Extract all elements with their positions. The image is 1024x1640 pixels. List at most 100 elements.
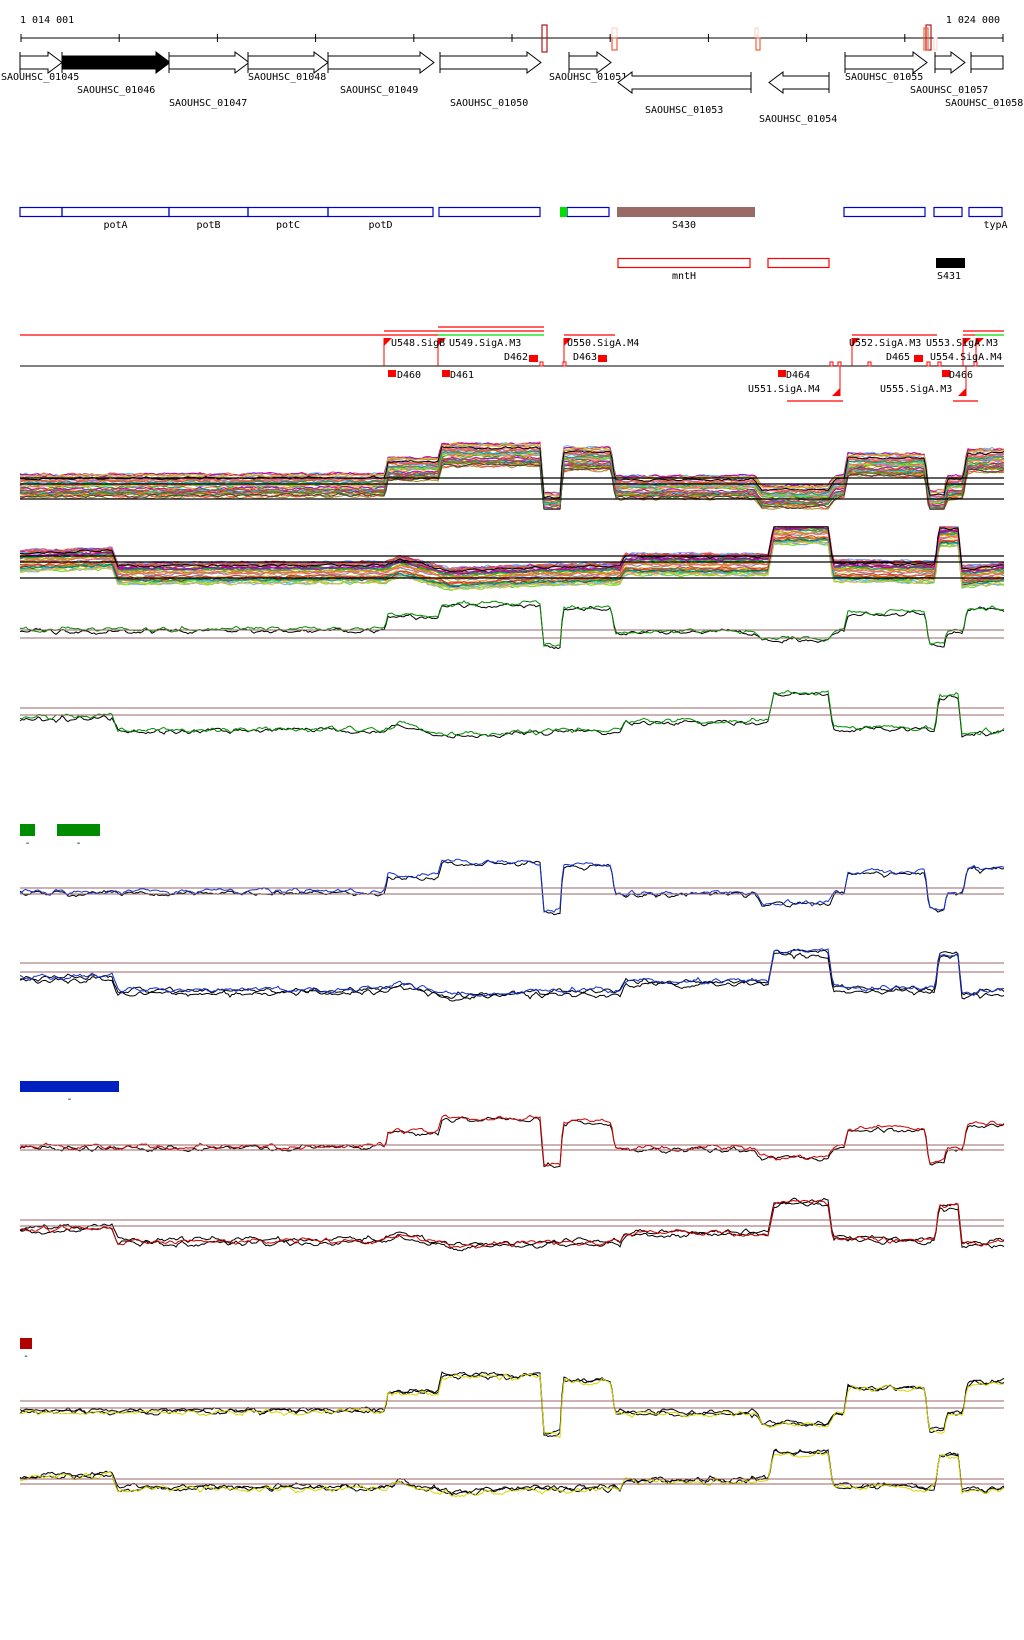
feature-box[interactable]: potB — [168, 206, 249, 232]
feature-green-block[interactable] — [560, 207, 567, 217]
signal-track-5[interactable] — [19, 858, 1005, 916]
signal-track-10[interactable] — [19, 1448, 1005, 1498]
tss-d-box[interactable] — [442, 370, 450, 377]
gene-saouhsc_01051[interactable]: SAOUHSC_01051 — [549, 51, 627, 83]
tss-small-mark — [829, 361, 834, 367]
gene-saouhsc_01045[interactable]: SAOUHSC_01045 — [1, 51, 79, 83]
signal-line — [19, 1451, 1005, 1498]
gene-saouhsc_01047[interactable]: SAOUHSC_01047 — [168, 51, 250, 109]
gene-label: SAOUHSC_01049 — [340, 85, 418, 96]
feature-box[interactable] — [566, 206, 610, 218]
signal-track-2[interactable] — [19, 526, 1005, 591]
gene-saouhsc_01053[interactable]: SAOUHSC_01053 — [617, 71, 752, 116]
feature-s430[interactable]: S430 — [617, 207, 755, 231]
tss-label[interactable]: D465 — [886, 352, 910, 363]
gene-saouhsc_01055[interactable]: SAOUHSC_01055 — [844, 51, 928, 83]
tss-small-mark — [867, 361, 872, 367]
feature-box[interactable] — [19, 206, 63, 218]
tss-flag-icon[interactable] — [963, 338, 971, 346]
gene-saouhsc_01054[interactable]: SAOUHSC_01054 — [759, 71, 837, 125]
tss-label[interactable]: U550.SigA.M4 — [567, 338, 639, 349]
signal-track-9[interactable] — [19, 1371, 1005, 1439]
tss-label[interactable]: D461 — [450, 370, 474, 381]
signal-track-7[interactable] — [19, 1114, 1005, 1169]
feature-box[interactable]: potD — [327, 206, 434, 232]
tss-label[interactable]: D466 — [949, 370, 973, 381]
signal-track-6[interactable] — [19, 948, 1005, 1002]
tss-label[interactable]: U549.SigA.M3 — [449, 338, 521, 349]
signal-marker[interactable] — [933, 37, 938, 51]
signal-marker[interactable] — [754, 27, 759, 37]
tss-flag-icon[interactable] — [564, 338, 572, 346]
tss-d-box[interactable] — [778, 370, 786, 377]
gene-saouhsc_01046[interactable]: SAOUHSC_01046 — [61, 51, 171, 96]
gene-saouhsc_01050[interactable]: SAOUHSC_01050 — [439, 51, 542, 109]
tss-d-box[interactable] — [388, 370, 396, 377]
tss-small-mark — [539, 361, 544, 367]
tss-flag-icon[interactable] — [958, 388, 966, 396]
legend-item[interactable]: - — [20, 824, 35, 849]
feature-outline — [327, 206, 434, 218]
gene-saouhsc_01048[interactable]: SAOUHSC_01048 — [247, 51, 329, 83]
feature-fill — [936, 258, 965, 268]
signal-line — [19, 1449, 1005, 1496]
feature-box[interactable]: typA — [968, 206, 1008, 232]
feature-outline — [843, 206, 926, 218]
feature-box[interactable] — [843, 206, 926, 218]
feature-mnth[interactable]: mntH — [617, 257, 751, 283]
signal-marker[interactable] — [611, 37, 618, 51]
gene-saouhsc_01058[interactable]: SAOUHSC_01058 — [945, 52, 1023, 109]
gene-label: SAOUHSC_01051 — [549, 72, 627, 83]
feature-box[interactable]: potA — [61, 206, 170, 232]
signal-line — [19, 1201, 1005, 1252]
tss-flag-icon[interactable] — [438, 338, 446, 346]
signal-marker[interactable] — [611, 27, 618, 51]
tss-flag-icon[interactable] — [976, 338, 984, 346]
tss-label[interactable]: U554.SigA.M4 — [930, 352, 1002, 363]
gene-label: SAOUHSC_01053 — [645, 105, 723, 116]
forward-arrow-icon — [247, 51, 329, 74]
gene-saouhsc_01057[interactable]: SAOUHSC_01057 — [910, 51, 988, 96]
tss-flag-icon[interactable] — [384, 338, 392, 346]
tss-label[interactable]: D460 — [397, 370, 421, 381]
tss-label[interactable]: D464 — [786, 370, 810, 381]
tss-flag-icon[interactable] — [832, 388, 840, 396]
tss-label[interactable]: U548.SigB — [391, 338, 445, 349]
signal-line — [19, 1448, 1005, 1496]
tss-d-box[interactable] — [914, 355, 923, 362]
signal-line — [19, 461, 1005, 510]
tss-label[interactable]: D463 — [573, 352, 597, 363]
signal-track-3[interactable] — [19, 600, 1005, 650]
signal-line — [19, 533, 1005, 583]
legend-item[interactable]: - — [20, 1338, 32, 1362]
tss-label[interactable]: U553.SigA.M3 — [926, 338, 998, 349]
reverse-arrow-icon — [768, 71, 830, 94]
feature-box[interactable] — [438, 206, 541, 218]
gene-saouhsc_01049[interactable]: SAOUHSC_01049 — [327, 51, 435, 96]
legend-item[interactable]: - — [57, 824, 100, 849]
signal-line — [19, 541, 1005, 591]
feature-box[interactable] — [767, 257, 830, 269]
tss-d-box[interactable] — [529, 355, 538, 362]
signal-track-4[interactable] — [19, 689, 1005, 739]
feature-box[interactable] — [933, 206, 963, 218]
tss-d-box[interactable] — [598, 355, 607, 362]
signal-track-8[interactable] — [19, 1197, 1005, 1252]
gene-label: SAOUHSC_01057 — [910, 85, 988, 96]
signal-marker[interactable] — [755, 37, 761, 51]
tss-label[interactable]: U551.SigA.M4 — [748, 384, 820, 395]
tss-label[interactable]: D462 — [504, 352, 528, 363]
tss-label[interactable]: U555.SigA.M3 — [880, 384, 952, 395]
legend-label: - — [66, 1094, 72, 1105]
tss-flag-icon[interactable] — [852, 338, 860, 346]
feature-box[interactable]: potC — [247, 206, 329, 232]
legend-item[interactable]: - — [20, 1081, 119, 1105]
signal-track-1[interactable] — [19, 441, 1005, 510]
signal-marker[interactable] — [541, 24, 548, 53]
gene-label: SAOUHSC_01047 — [169, 98, 247, 109]
tss-d-box[interactable] — [942, 370, 950, 377]
tss-label[interactable]: U552.SigA.M3 — [849, 338, 921, 349]
signal-marker[interactable] — [923, 27, 929, 51]
feature-s431[interactable]: S431 — [936, 258, 965, 282]
